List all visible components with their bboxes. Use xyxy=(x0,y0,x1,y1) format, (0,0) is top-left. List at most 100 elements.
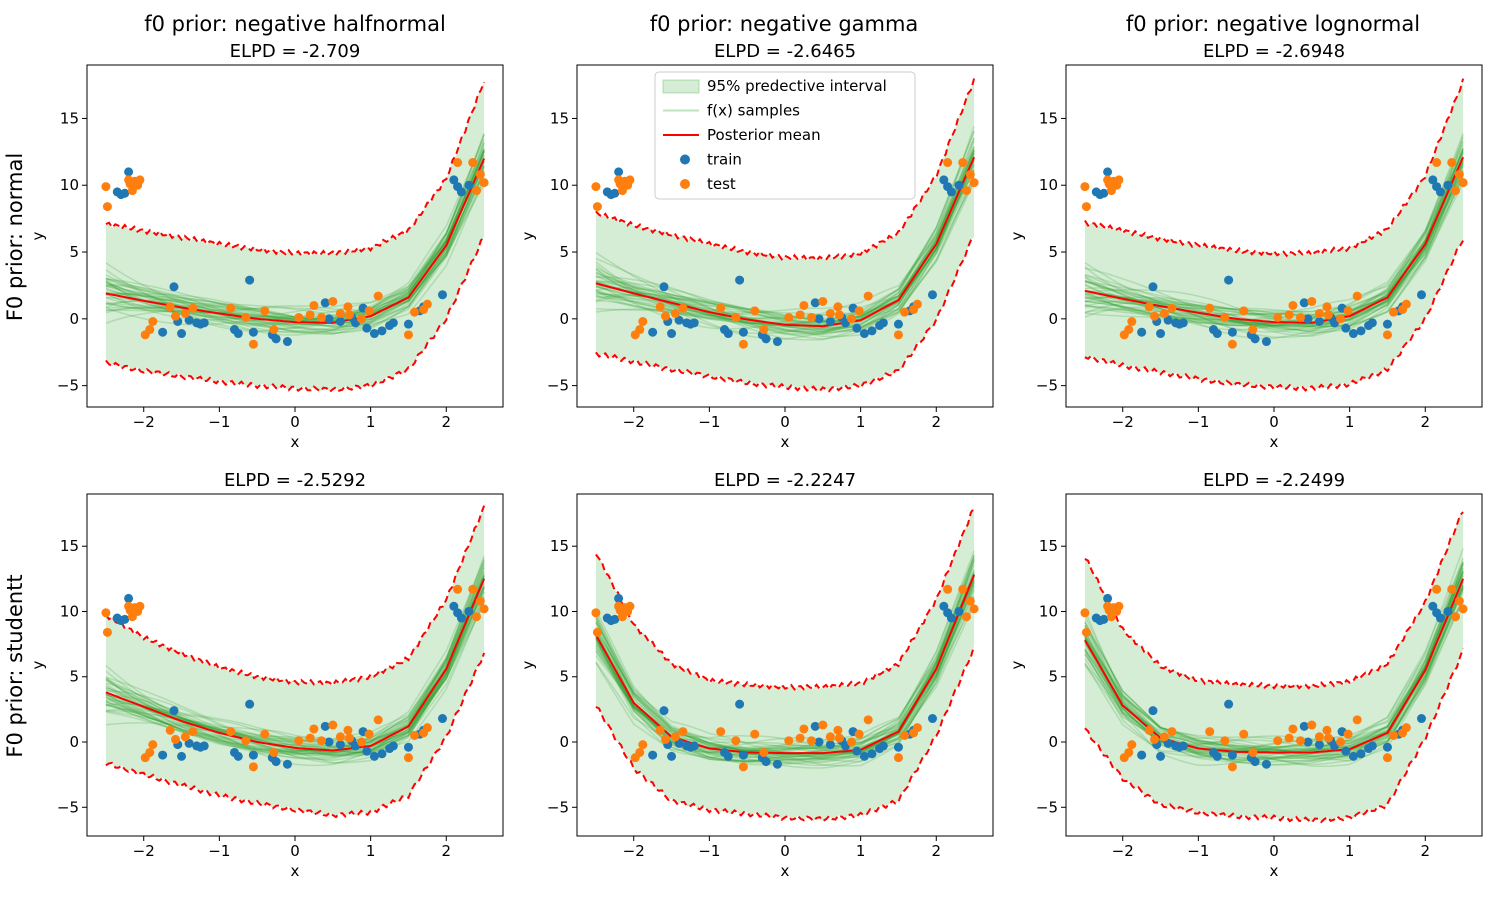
x-tick-label: −1 xyxy=(1187,842,1209,860)
test-point xyxy=(357,737,367,747)
x-axis-label: x xyxy=(291,433,300,451)
test-point xyxy=(834,733,844,743)
train-point xyxy=(1348,329,1358,339)
y-tick-label: 0 xyxy=(69,733,79,751)
test-point xyxy=(660,311,670,321)
y-tick-label: 15 xyxy=(550,537,569,555)
fx-sample-line xyxy=(1084,157,1464,331)
train-point xyxy=(648,327,658,337)
train-point xyxy=(674,315,684,325)
interval-lower-edge xyxy=(1084,240,1464,392)
train-point xyxy=(1148,706,1158,716)
panel-title: ELPD = -2.2247 xyxy=(714,470,856,491)
y-axis-label: y xyxy=(29,231,47,240)
test-point xyxy=(248,762,258,772)
x-tick-label: −1 xyxy=(698,413,720,431)
train-point xyxy=(614,593,624,603)
test-point xyxy=(479,178,489,188)
fx-sample-line xyxy=(1084,148,1464,317)
test-point xyxy=(1080,608,1090,618)
test-point xyxy=(638,740,648,750)
test-point xyxy=(1227,762,1237,772)
test-point xyxy=(180,732,190,742)
y-tick-label: 5 xyxy=(1048,668,1058,686)
y-tick-label: 10 xyxy=(550,602,569,620)
train-point xyxy=(927,714,937,724)
test-point xyxy=(403,330,413,340)
fx-sample-line xyxy=(105,590,485,759)
train-point xyxy=(1178,318,1188,328)
test-point xyxy=(1382,753,1392,763)
test-point xyxy=(854,306,864,316)
x-axis-label: x xyxy=(291,862,300,880)
y-axis-label: y xyxy=(519,231,537,240)
test-point xyxy=(759,325,769,335)
test-point xyxy=(912,299,922,309)
x-tick-label: 2 xyxy=(441,413,451,431)
panel-title: ELPD = -2.5292 xyxy=(224,470,366,491)
test-point xyxy=(1314,732,1324,742)
y-tick-label: 5 xyxy=(559,668,569,686)
plot-area xyxy=(591,78,979,393)
test-point xyxy=(294,312,304,322)
train-point xyxy=(1341,323,1351,333)
panel-6: −2 −1 0 1 2 −5 0 5 10 15 ELPD = -2.2499 x y xyxy=(1008,470,1483,880)
x-tick-label: 0 xyxy=(780,842,790,860)
test-point xyxy=(260,729,270,739)
train-point xyxy=(1250,757,1260,767)
test-point xyxy=(1159,732,1169,742)
test-point xyxy=(188,303,198,313)
train-point xyxy=(689,741,699,751)
test-point xyxy=(475,596,485,606)
test-point xyxy=(148,740,158,750)
train-point xyxy=(954,606,964,616)
train-point xyxy=(124,593,134,603)
x-tick-label: 1 xyxy=(856,413,866,431)
test-point xyxy=(344,310,354,320)
train-point xyxy=(927,290,937,300)
fx-sample-line xyxy=(105,604,485,755)
fx-sample-line xyxy=(595,150,975,323)
y-tick-label: 5 xyxy=(69,668,79,686)
test-point xyxy=(1144,302,1154,312)
train-point xyxy=(1163,738,1173,748)
test-point xyxy=(1124,747,1134,757)
train-point xyxy=(852,323,862,333)
train-point xyxy=(859,751,869,761)
train-point xyxy=(245,275,255,285)
test-point xyxy=(958,158,968,168)
fx-sample-line xyxy=(1084,561,1464,752)
test-point xyxy=(1454,170,1464,180)
legend-train-swatch xyxy=(680,154,690,165)
train-point xyxy=(1137,750,1147,760)
test-point xyxy=(592,627,602,637)
test-point xyxy=(655,725,665,735)
fx-sample-line xyxy=(1084,570,1464,751)
test-point xyxy=(1458,178,1468,188)
train-point xyxy=(1099,614,1109,624)
train-point xyxy=(248,327,258,337)
test-point xyxy=(969,604,979,614)
train-point xyxy=(1428,601,1438,611)
test-point xyxy=(410,730,420,740)
test-point xyxy=(591,182,601,192)
train-point xyxy=(723,329,733,339)
test-point xyxy=(1295,736,1305,746)
test-point xyxy=(364,729,374,739)
x-tick-label: −1 xyxy=(1187,413,1209,431)
panel-1: −2 −1 0 1 2 −5 0 5 10 15 ELPD = -2.709 x y xyxy=(29,41,504,451)
test-point xyxy=(1288,724,1298,734)
panel-5: −2 −1 0 1 2 −5 0 5 10 15 ELPD = -2.2247 x y xyxy=(519,470,994,880)
y-tick-label: 10 xyxy=(1039,602,1058,620)
train-point xyxy=(939,175,949,185)
test-point xyxy=(1343,306,1353,316)
legend-label: f(x) samples xyxy=(707,102,800,120)
test-point xyxy=(591,608,601,618)
train-point xyxy=(388,741,398,751)
train-point xyxy=(1314,740,1324,750)
test-point xyxy=(180,308,190,318)
fx-sample-line xyxy=(1084,173,1464,329)
test-point xyxy=(335,308,345,318)
test-point xyxy=(260,306,270,316)
fx-sample-line xyxy=(1084,568,1464,753)
